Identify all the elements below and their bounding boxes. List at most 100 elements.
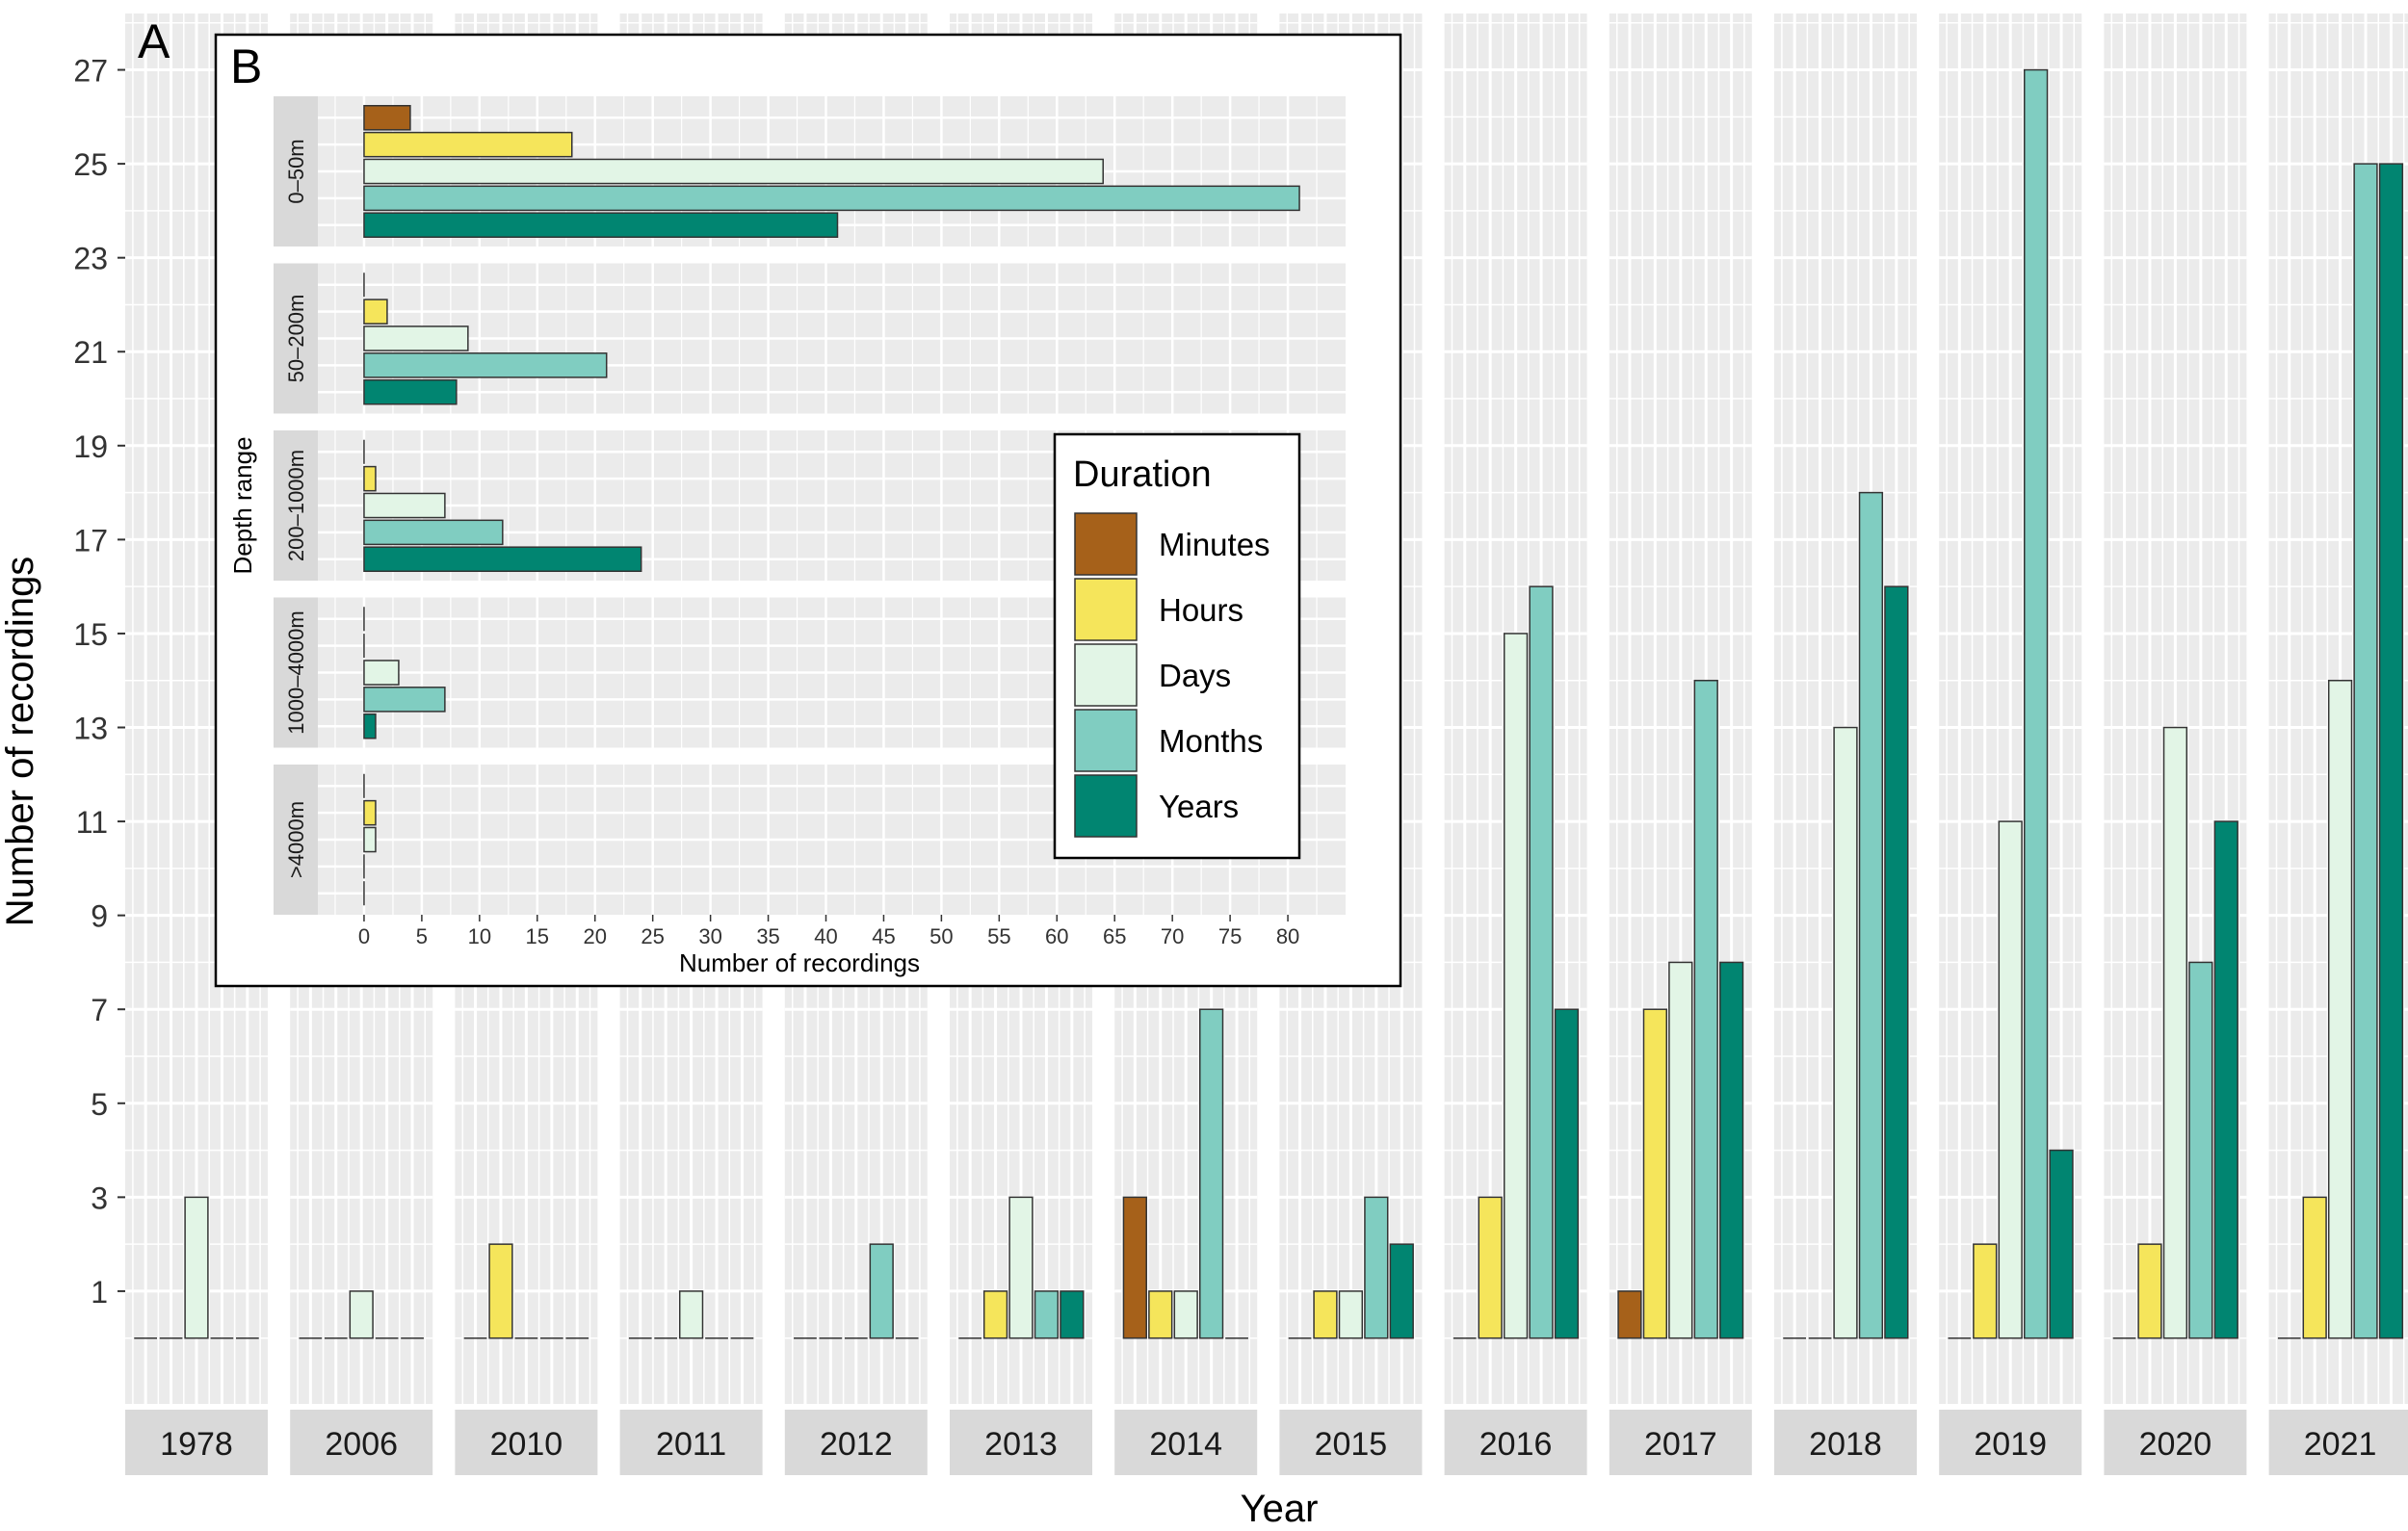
facet-2018: 2018: [1774, 13, 1917, 1475]
bar-months: [1034, 1290, 1060, 1339]
legend-label-minutes: Minutes: [1159, 527, 1270, 562]
bar-days: [363, 492, 446, 519]
bar-hours: [1973, 1243, 1998, 1339]
facet-strip: [1444, 1410, 1587, 1475]
bar-days: [363, 158, 1104, 185]
facet-strip-label: 2006: [325, 1426, 398, 1463]
bar-days: [1833, 726, 1858, 1339]
facet-strip-label: 1978: [160, 1426, 233, 1463]
bar-hours: [488, 1243, 513, 1339]
y-tick-label: 17: [73, 523, 108, 558]
facet-strip: [274, 96, 318, 247]
x-tick-label: 20: [583, 924, 606, 948]
legend-swatch-hours: [1074, 578, 1138, 641]
x-tick-label: 25: [641, 924, 664, 948]
bar-months: [2023, 68, 2049, 1339]
bar-hours: [982, 1290, 1008, 1339]
legend-swatch-days: [1074, 643, 1138, 707]
facet-strip: [274, 263, 318, 414]
facet-strip: [1939, 1410, 2082, 1475]
facet-strip-label: >4000m: [284, 801, 308, 878]
facet-strip: [455, 1410, 598, 1475]
bar-months: [363, 687, 446, 713]
bar-months: [1198, 1008, 1224, 1339]
bar-days: [363, 325, 469, 351]
bar-hours: [2302, 1196, 2327, 1339]
bar-hours: [1148, 1290, 1173, 1339]
facet-strip: [784, 1410, 928, 1475]
facet-strip-label: 2021: [2304, 1426, 2377, 1463]
x-tick-label: 30: [698, 924, 721, 948]
facet-strip: [125, 1410, 268, 1475]
bar-days: [349, 1290, 374, 1339]
y-tick-label: 7: [91, 993, 108, 1027]
bar-months: [1693, 679, 1718, 1339]
legend-label-months: Months: [1159, 723, 1263, 759]
facet-strip: [1114, 1410, 1258, 1475]
bar-hours: [1478, 1196, 1503, 1339]
bar-months: [363, 185, 1300, 212]
facet-strip: [1609, 1410, 1752, 1475]
bar-days: [678, 1290, 704, 1339]
legend-swatch-minutes: [1074, 512, 1138, 576]
x-tick-label: 75: [1218, 924, 1242, 948]
x-tick-label: 60: [1045, 924, 1068, 948]
facet-2019: 2019: [1939, 13, 2082, 1475]
bar-months: [1364, 1196, 1389, 1339]
y-axis-title: Number of recordings: [0, 557, 41, 927]
bar-days: [1173, 1290, 1198, 1339]
bar-days: [184, 1196, 209, 1339]
x-tick-label: 55: [987, 924, 1010, 948]
facet-strip: [274, 597, 318, 748]
facet-strip: [274, 765, 318, 915]
facet-strip-label: 2013: [984, 1426, 1058, 1463]
x-tick-label: 5: [416, 924, 428, 948]
bar-hours: [363, 131, 573, 158]
x-tick-label: 50: [929, 924, 953, 948]
panel-b-chart: 0–50m 50–200m 200–1000m 1000–4000m >4000m 0 5 1…: [228, 96, 1346, 977]
x-tick-label: 15: [526, 924, 549, 948]
depth-facet: 50–200m: [274, 263, 1346, 414]
legend-label-years: Years: [1159, 789, 1239, 824]
y-tick-label: 23: [73, 242, 108, 276]
facet-strip: [274, 430, 318, 581]
facet-strip-label: 2015: [1315, 1426, 1388, 1463]
bar-days: [1998, 820, 2023, 1339]
bar-hours: [1313, 1290, 1338, 1339]
bar-months: [1529, 585, 1554, 1339]
facet-2017: 2017: [1609, 13, 1752, 1475]
facet-strip: [2268, 1410, 2408, 1475]
bar-days: [1668, 961, 1693, 1339]
x-tick-label: 40: [814, 924, 837, 948]
facet-strip-label: 2012: [820, 1426, 893, 1463]
x-tick-label: 70: [1161, 924, 1184, 948]
legend-swatch-years: [1074, 774, 1138, 838]
legend-title: Duration: [1073, 454, 1212, 495]
bar-minutes: [1122, 1196, 1147, 1339]
bar-years: [363, 713, 377, 740]
facet-2021: 2021: [2268, 13, 2408, 1475]
facet-strip: [290, 1410, 433, 1475]
bar-days: [2327, 679, 2353, 1339]
x-axis-title: Number of recordings: [679, 948, 920, 977]
bar-years: [2378, 163, 2404, 1339]
panel-a-label: A: [138, 14, 170, 68]
bar-years: [1719, 961, 1744, 1339]
bar-years: [1389, 1243, 1414, 1339]
facet-strip: [619, 1410, 763, 1475]
bar-days: [1008, 1196, 1034, 1339]
legend-swatch-months: [1074, 709, 1138, 772]
facet-2020: 2020: [2104, 13, 2247, 1475]
bar-hours: [363, 465, 377, 492]
bar-years: [1884, 585, 1909, 1339]
facet-strip-label: 1000–4000m: [284, 610, 308, 734]
facet-strip-label: 50–200m: [284, 295, 308, 383]
x-tick-label: 0: [358, 924, 370, 948]
panel-b-label: B: [230, 39, 262, 93]
legend-label-days: Days: [1159, 658, 1231, 693]
y-tick-label: 19: [73, 429, 108, 464]
bar-hours: [363, 799, 377, 826]
bar-years: [363, 212, 839, 239]
facet-strip-label: 2018: [1809, 1426, 1882, 1463]
bar-months: [2353, 163, 2378, 1339]
